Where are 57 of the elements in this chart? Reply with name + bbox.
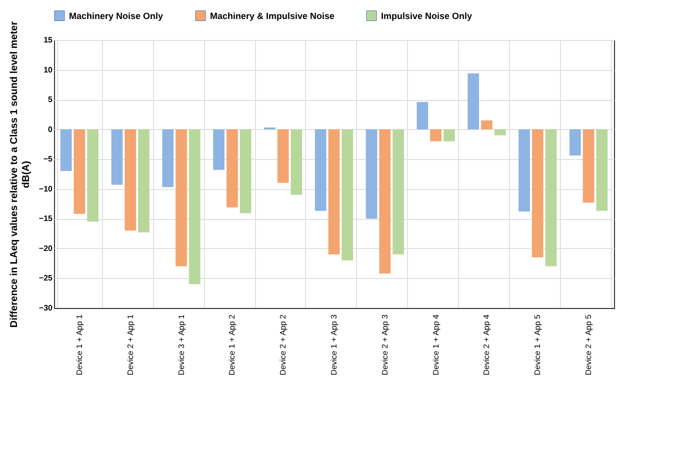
bar	[342, 129, 354, 260]
bar	[124, 129, 136, 231]
x-tick-label: Device 2 + App 2	[278, 314, 288, 376]
y-tick-label: 5	[48, 95, 54, 104]
bar	[366, 129, 378, 219]
bar	[444, 129, 455, 142]
y-tick-label: 10	[44, 65, 54, 74]
x-tick-label: Device 1 + App 2	[228, 314, 237, 376]
y-tick-label: 15	[44, 36, 54, 44]
y-tick-label: −30	[38, 304, 54, 312]
bar	[213, 129, 224, 170]
legend-label: Machinery Noise Only	[69, 10, 164, 21]
bar	[162, 129, 174, 188]
bar	[111, 129, 123, 185]
x-tick-label: Device 2 + App 1	[126, 314, 135, 376]
bar	[226, 129, 238, 208]
y-tick-label: −5	[43, 154, 54, 164]
x-tick-label: Device 2 + App 3	[380, 314, 390, 376]
bar	[60, 129, 72, 172]
bar	[416, 102, 428, 130]
bar	[328, 129, 340, 254]
y-tick-label: −25	[38, 274, 54, 283]
bar	[582, 129, 594, 203]
bar	[87, 129, 99, 222]
bar	[596, 129, 608, 211]
y-tick-label: −20	[38, 244, 54, 253]
bar	[518, 129, 530, 212]
bar	[379, 129, 391, 274]
bar	[545, 129, 557, 266]
legend-label: Machinery & Impulsive Noise	[210, 10, 335, 21]
bar	[138, 129, 150, 232]
x-tick-label: Device 1 + App 1	[74, 314, 84, 376]
bar	[74, 129, 86, 214]
x-tick-label: Device 2 + App 4	[482, 314, 492, 376]
x-tick-label: Device 3 + App 1	[176, 314, 186, 376]
bar	[430, 129, 442, 142]
bar	[176, 129, 187, 266]
bar	[468, 73, 480, 130]
bar	[494, 129, 506, 136]
bar	[569, 129, 581, 156]
y-tick-label: −15	[38, 214, 54, 224]
bar	[240, 129, 252, 214]
x-tick-label: Device 1 + App 5	[533, 314, 542, 376]
legend-label: Impulsive Noise Only	[381, 10, 472, 21]
y-tick-label: −10	[38, 184, 54, 194]
x-tick-label: Device 1 + App 3	[330, 314, 338, 376]
y-axis-title: Difference in LAeq values relative to a Class 1 sound level meter dB(A)	[8, 21, 32, 328]
bar	[277, 129, 289, 183]
y-tick-label: 0	[48, 124, 54, 134]
bar	[188, 129, 200, 284]
bar	[532, 129, 544, 258]
bar	[290, 129, 302, 195]
x-tick-label: Device 1 + App 4	[431, 314, 440, 376]
x-tick-label: Device 2 + App 5	[584, 314, 594, 376]
bar	[392, 129, 404, 254]
bar	[314, 129, 326, 211]
bar	[481, 120, 492, 130]
